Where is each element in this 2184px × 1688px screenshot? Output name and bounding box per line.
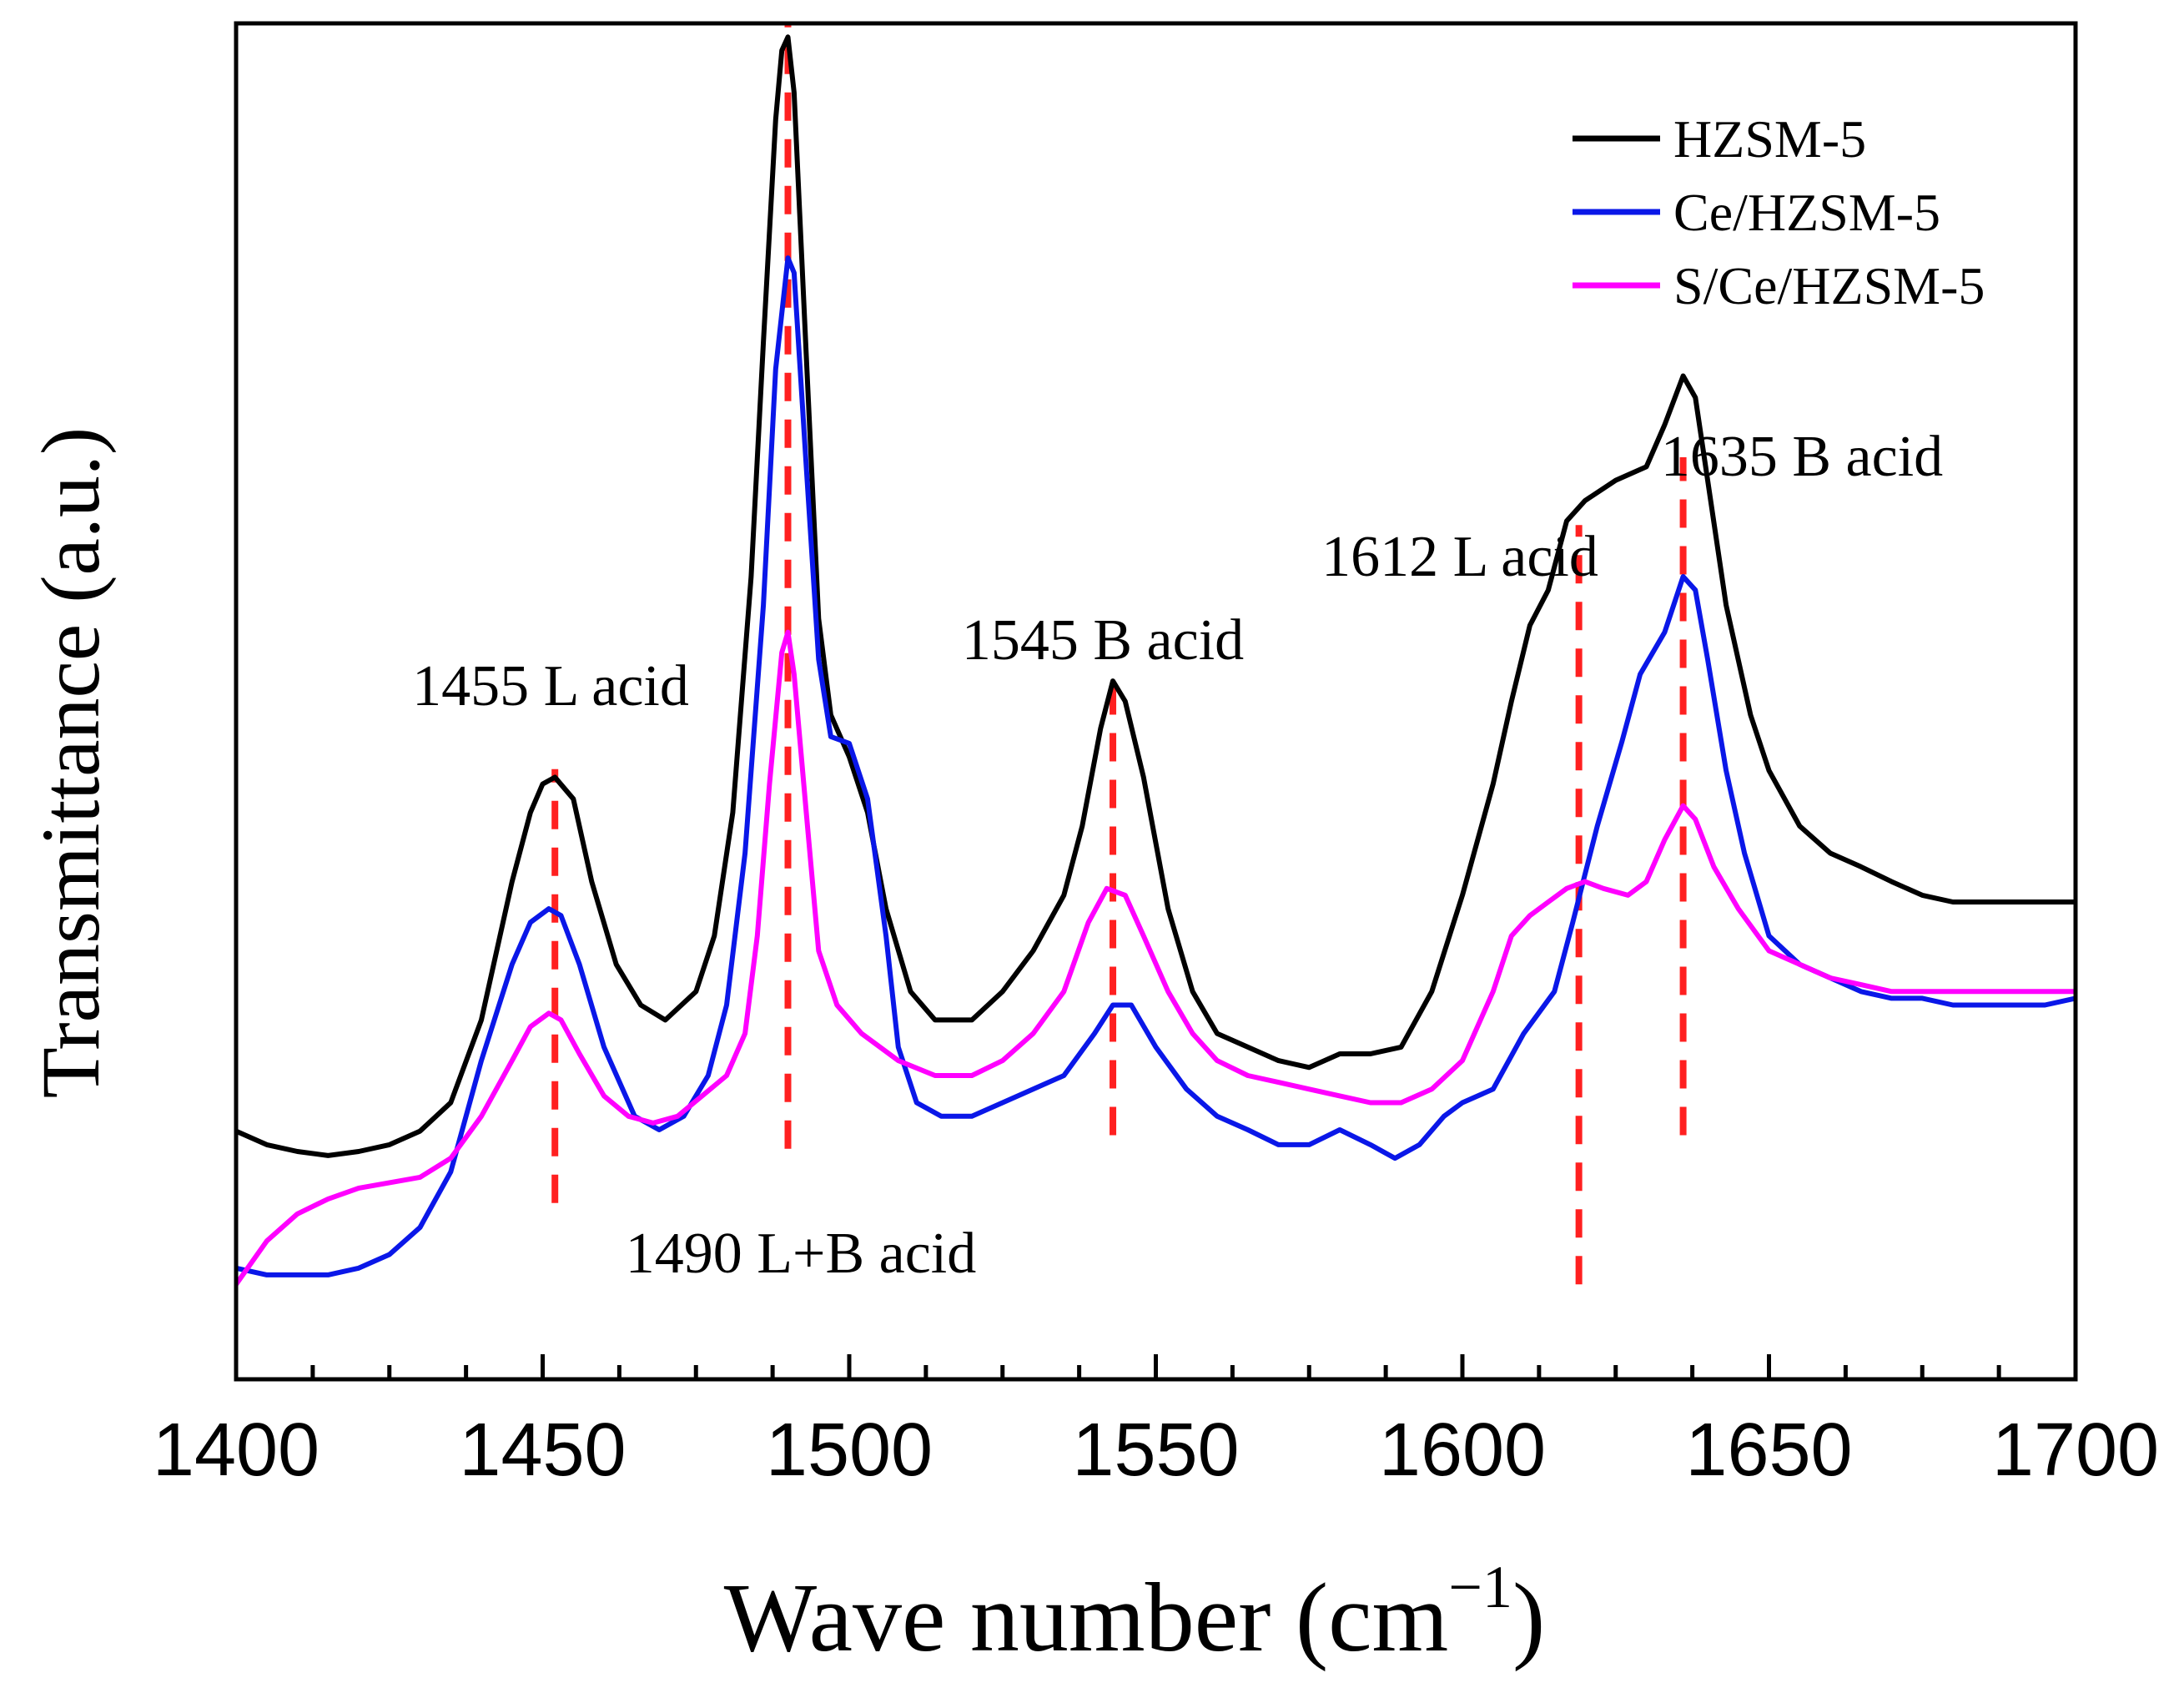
annotation-labels: 1455 L acid 1490 L+B acid 1545 B acid 1612 … xyxy=(412,425,1943,1286)
x-tick-label-1400: 1400 xyxy=(153,1408,320,1492)
series-line-3 xyxy=(234,629,2076,1287)
x-axis-label-exponent: −1 xyxy=(1448,1554,1512,1620)
y-axis-label: Transmittance (a.u.) xyxy=(24,427,117,1098)
series-lines xyxy=(234,34,2076,1287)
series-line-1 xyxy=(234,34,2076,1158)
legend-label-3: S/Ce/HZSM-5 xyxy=(1673,256,1985,315)
x-tick-label-1600: 1600 xyxy=(1379,1408,1546,1492)
x-tick-label-1500: 1500 xyxy=(766,1408,933,1492)
annotation-label-2: 1490 L+B acid xyxy=(626,1222,977,1286)
annotation-label-3: 1545 B acid xyxy=(962,608,1244,673)
x-axis-ticks xyxy=(234,1354,2078,1379)
x-tick-label-1450: 1450 xyxy=(459,1408,626,1492)
legend-label-2: Ce/HZSM-5 xyxy=(1673,183,1940,242)
legend-label-1: HZSM-5 xyxy=(1673,109,1866,169)
x-axis-label-close: ) xyxy=(1512,1563,1545,1672)
series-line-2 xyxy=(235,255,2076,1277)
x-tick-label-1550: 1550 xyxy=(1072,1408,1239,1492)
x-tick-label-1650: 1650 xyxy=(1685,1408,1852,1492)
legend: HZSM-5 Ce/HZSM-5 S/Ce/HZSM-5 xyxy=(1573,109,1985,315)
annotation-label-1: 1455 L acid xyxy=(412,654,689,718)
annotation-label-4: 1612 L acid xyxy=(1321,525,1598,589)
x-axis-tick-labels: 1400 1450 1500 1550 1600 1650 1700 xyxy=(153,1408,2159,1492)
x-tick-label-1700: 1700 xyxy=(1992,1408,2159,1492)
x-axis-label: Wave number (cm−1) xyxy=(724,1554,1546,1672)
x-axis-label-text: Wave number (cm xyxy=(724,1563,1449,1672)
annotation-label-5: 1635 B acid xyxy=(1661,425,1943,489)
